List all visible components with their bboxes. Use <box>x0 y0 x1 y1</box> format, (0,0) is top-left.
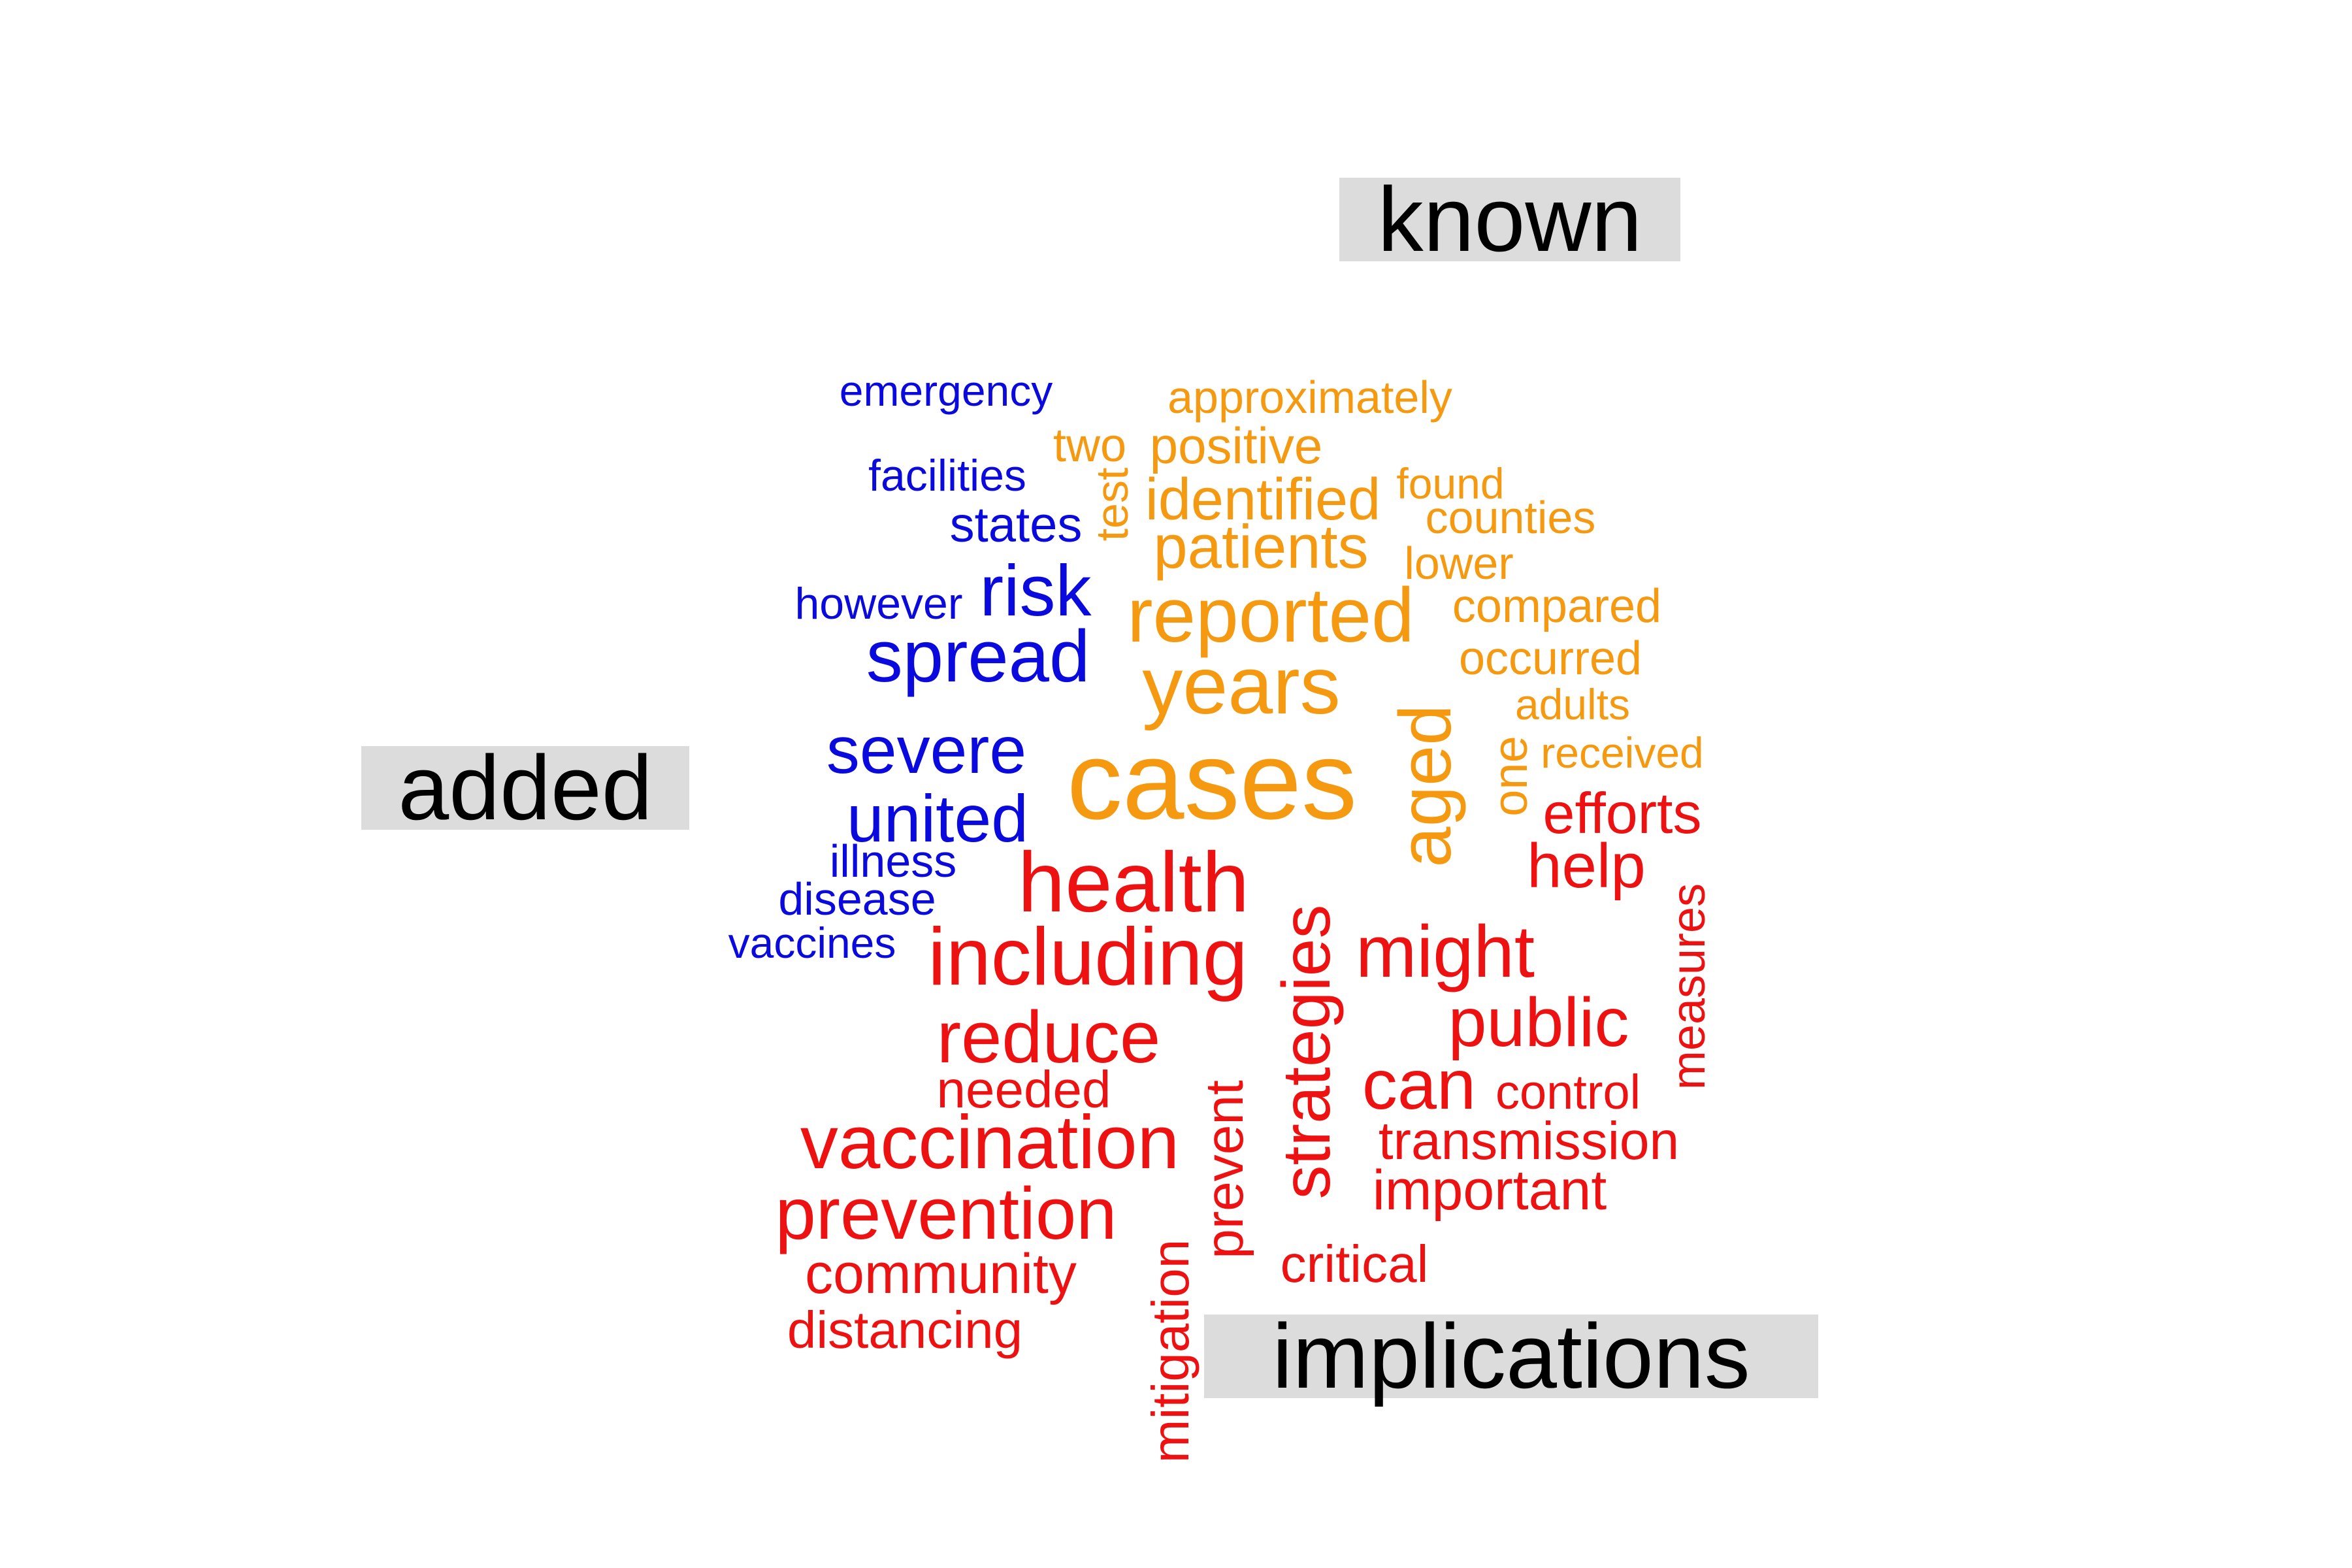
word-lower: lower <box>1404 538 1514 589</box>
word-states: states <box>949 497 1083 553</box>
word-can: can <box>1362 1045 1477 1124</box>
word-approximately: approximately <box>1168 372 1452 423</box>
word-including: including <box>928 912 1248 1002</box>
word-adults: adults <box>1514 680 1631 728</box>
word-prevent: prevent <box>1195 1080 1254 1259</box>
word-vaccines: vaccines <box>728 919 896 967</box>
word-important: important <box>1372 1159 1607 1222</box>
word-however: however <box>794 579 963 629</box>
word-occurred: occurred <box>1458 632 1642 685</box>
word-reported: reported <box>1127 572 1414 659</box>
word-one: one <box>1483 736 1537 817</box>
word-needed: needed <box>936 1060 1111 1119</box>
word-years: years <box>1142 641 1341 731</box>
word-might: might <box>1356 911 1535 992</box>
word-severe: severe <box>826 713 1027 787</box>
word-help: help <box>1527 831 1646 901</box>
group-label-added: added <box>361 742 689 834</box>
word-two: two <box>1053 419 1127 472</box>
word-transmission: transmission <box>1378 1111 1680 1171</box>
word-received: received <box>1541 728 1704 777</box>
word-health: health <box>1017 834 1250 930</box>
word-strategies: strategies <box>1269 904 1345 1200</box>
word-control: control <box>1495 1065 1641 1119</box>
word-distancing: distancing <box>787 1301 1023 1359</box>
word-efforts: efforts <box>1543 781 1702 845</box>
word-cases: cases <box>1066 719 1358 843</box>
word-emergency: emergency <box>839 367 1053 415</box>
word-prevention: prevention <box>775 1173 1117 1254</box>
word-community: community <box>805 1243 1077 1305</box>
group-label-implications: implications <box>1204 1311 1818 1402</box>
word-found: found <box>1396 459 1505 508</box>
word-facilities: facilities <box>868 451 1026 500</box>
word-positive: positive <box>1149 417 1323 474</box>
word-illness: illness <box>829 836 957 887</box>
word-critical: critical <box>1280 1235 1429 1293</box>
group-label-known: known <box>1339 174 1680 265</box>
word-measures: measures <box>1663 883 1715 1090</box>
word-aged: aged <box>1384 704 1466 868</box>
word-risk: risk <box>979 551 1092 631</box>
word-identified: identified <box>1145 467 1381 532</box>
word-vaccination: vaccination <box>800 1100 1180 1184</box>
word-counties: counties <box>1425 492 1596 543</box>
word-united: united <box>847 781 1028 856</box>
word-test: test <box>1086 467 1137 542</box>
word-spread: spread <box>866 615 1090 697</box>
word-compared: compared <box>1452 580 1662 632</box>
word-patients: patients <box>1153 512 1369 581</box>
word-reduce: reduce <box>936 996 1161 1078</box>
word-public: public <box>1448 984 1629 1061</box>
word-mitigation: mitigation <box>1141 1239 1200 1463</box>
word-disease: disease <box>778 874 936 924</box>
